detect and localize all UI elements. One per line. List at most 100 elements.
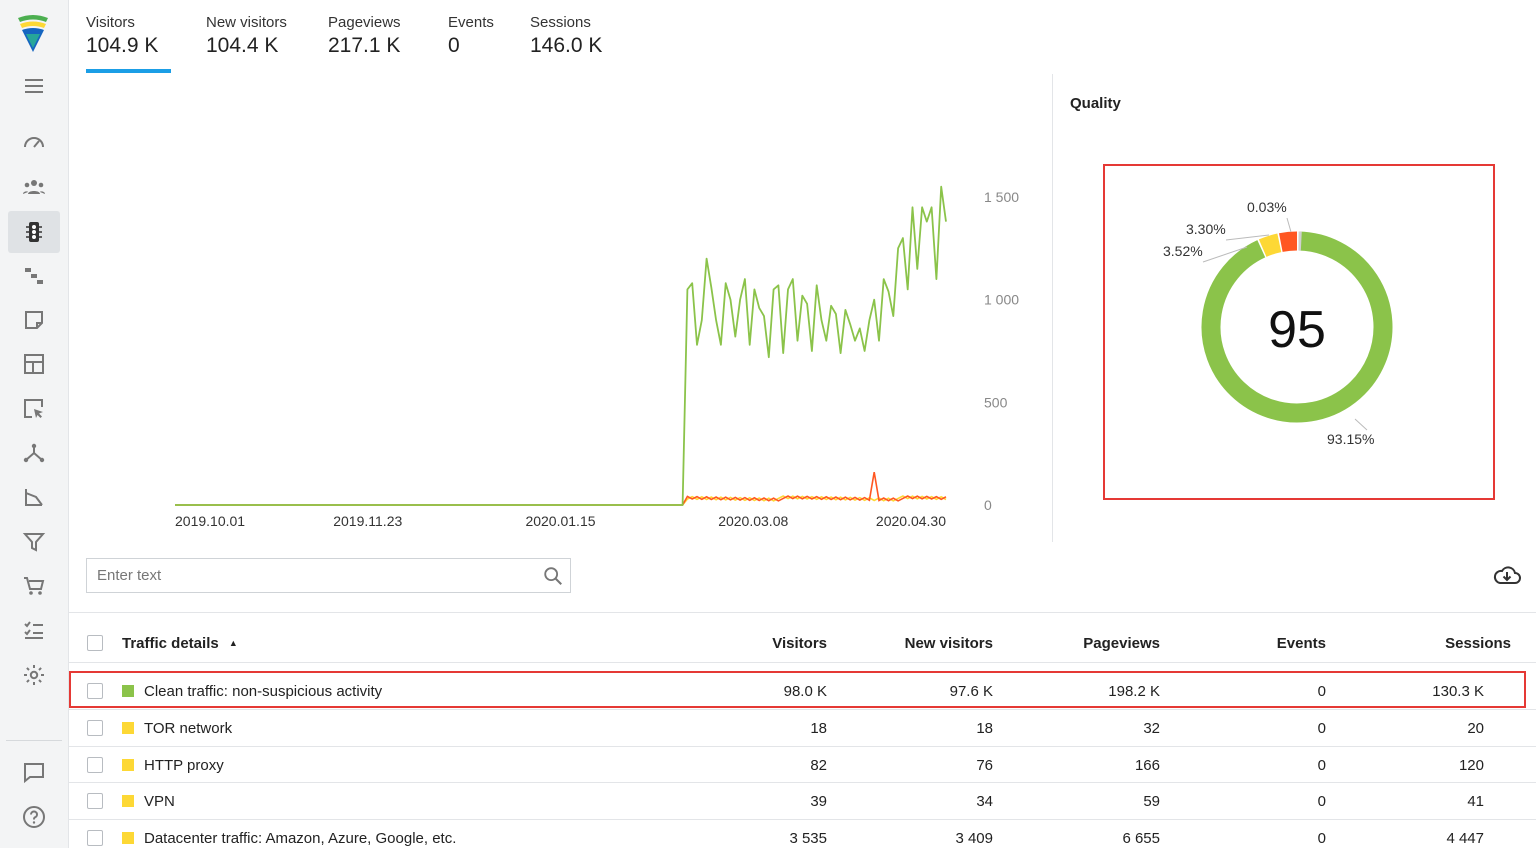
row-checkbox[interactable] [87, 793, 103, 809]
sidebar-divider [6, 740, 62, 741]
donut-percent-label: 3.30% [1186, 221, 1226, 237]
column-header-new-visitors[interactable]: New visitors [905, 635, 993, 652]
audience-icon[interactable] [8, 166, 60, 208]
help-icon[interactable] [8, 796, 60, 838]
sort-ascending-icon: ▲ [229, 638, 238, 648]
column-header-sessions[interactable]: Sessions [1445, 635, 1511, 652]
hierarchy-icon[interactable] [8, 432, 60, 474]
donut-percent-label: 0.03% [1247, 199, 1287, 215]
metric-value: 0 [448, 34, 494, 58]
sessions-cell: 41 [1467, 793, 1484, 810]
new-visitors-cell: 18 [976, 720, 993, 737]
metric-new-visitors[interactable]: New visitors 104.4 K [206, 14, 287, 58]
new-visitors-cell: 3 409 [955, 830, 993, 847]
table-top-border [68, 612, 1536, 613]
note-icon[interactable] [8, 299, 60, 341]
sources-icon[interactable] [8, 255, 60, 297]
x-tick-label: 2020.03.08 [718, 513, 788, 529]
column-header-visitors[interactable]: Visitors [772, 635, 827, 652]
column-header-events[interactable]: Events [1277, 635, 1326, 652]
traffic-type-name: VPN [144, 793, 175, 810]
category-color-swatch [122, 832, 134, 844]
metric-label: Pageviews [328, 14, 401, 31]
donut-leader-line [1287, 218, 1291, 232]
metric-label: Events [448, 14, 494, 31]
x-tick-label: 2020.04.30 [876, 513, 946, 529]
app-logo[interactable] [16, 14, 50, 54]
traffic-type-name: TOR network [144, 720, 232, 737]
donut-percent-label: 93.15% [1327, 431, 1374, 447]
events-cell: 0 [1318, 757, 1326, 774]
metric-label: New visitors [206, 14, 287, 31]
events-cell: 0 [1318, 720, 1326, 737]
traffic-type-name: Clean traffic: non-suspicious activity [144, 683, 382, 700]
search-input[interactable] [87, 559, 537, 592]
filter-icon[interactable] [8, 521, 60, 563]
row-checkbox[interactable] [87, 757, 103, 773]
sessions-cell: 20 [1467, 720, 1484, 737]
metric-events[interactable]: Events 0 [448, 14, 494, 58]
visitors-cell: 82 [810, 757, 827, 774]
metric-label: Visitors [86, 14, 158, 31]
cloud-download-icon[interactable] [1492, 564, 1522, 588]
donut-percent-label: 3.52% [1163, 243, 1203, 259]
donut-slice[interactable] [1263, 243, 1280, 248]
sessions-cell: 120 [1459, 757, 1484, 774]
metric-pageviews[interactable]: Pageviews 217.1 K [328, 14, 401, 58]
traffic-light-icon[interactable] [8, 211, 60, 253]
events-cell: 0 [1318, 830, 1326, 847]
sidebar [0, 0, 69, 848]
click-map-icon[interactable] [8, 388, 60, 430]
menu-icon[interactable] [8, 65, 60, 107]
y-tick-label: 500 [984, 394, 1008, 410]
table-row[interactable]: VPN 39 34 59 0 41 [68, 783, 1536, 819]
pageviews-cell: 32 [1143, 720, 1160, 737]
metric-label: Sessions [530, 14, 602, 31]
row-checkbox[interactable] [87, 720, 103, 736]
row-checkbox[interactable] [87, 683, 103, 699]
dashboard-icon[interactable] [8, 122, 60, 164]
pageviews-cell: 198.2 K [1108, 683, 1160, 700]
traffic-type-name: HTTP proxy [144, 757, 224, 774]
category-color-swatch [122, 759, 134, 771]
layout-icon[interactable] [8, 343, 60, 385]
gear-icon[interactable] [8, 654, 60, 696]
new-visitors-cell: 76 [976, 757, 993, 774]
funnel-graph-icon[interactable] [8, 476, 60, 518]
category-color-swatch [122, 795, 134, 807]
search-field[interactable] [86, 558, 571, 593]
table-row[interactable]: TOR network 18 18 32 0 20 [68, 710, 1536, 746]
table-row[interactable]: HTTP proxy 82 76 166 0 120 [68, 747, 1536, 783]
table-row[interactable]: Datacenter traffic: Amazon, Azure, Googl… [68, 820, 1536, 856]
chat-icon[interactable] [8, 751, 60, 793]
search-icon[interactable] [542, 565, 564, 587]
select-all-checkbox[interactable] [87, 635, 103, 651]
visitors-cell: 18 [810, 720, 827, 737]
donut-slice[interactable] [1281, 241, 1297, 243]
category-color-swatch [122, 722, 134, 734]
table-row[interactable]: Clean traffic: non-suspicious activity 9… [68, 673, 1536, 709]
column-header-pageviews[interactable]: Pageviews [1083, 635, 1160, 652]
metric-value: 146.0 K [530, 34, 602, 58]
pageviews-cell: 59 [1143, 793, 1160, 810]
metric-value: 104.4 K [206, 34, 287, 58]
metric-value: 217.1 K [328, 34, 401, 58]
visitors-cell: 98.0 K [784, 683, 827, 700]
column-header-traffic-details[interactable]: Traffic details ▲ [122, 635, 238, 652]
quality-title: Quality [1070, 95, 1121, 112]
pageviews-cell: 166 [1135, 757, 1160, 774]
traffic-type-name: Datacenter traffic: Amazon, Azure, Googl… [144, 830, 456, 847]
y-tick-label: 0 [984, 497, 992, 513]
table-header-row: Traffic details ▲ Visitors New visitors … [68, 626, 1536, 662]
metric-sessions[interactable]: Sessions 146.0 K [530, 14, 602, 58]
new-visitors-cell: 34 [976, 793, 993, 810]
checklist-icon[interactable] [8, 609, 60, 651]
metric-visitors[interactable]: Visitors 104.9 K [86, 14, 158, 58]
series-line-orange [175, 472, 946, 505]
visitors-cell: 39 [810, 793, 827, 810]
metric-value: 104.9 K [86, 34, 158, 58]
sessions-cell: 130.3 K [1432, 683, 1484, 700]
row-checkbox[interactable] [87, 830, 103, 846]
cart-icon[interactable] [8, 565, 60, 607]
